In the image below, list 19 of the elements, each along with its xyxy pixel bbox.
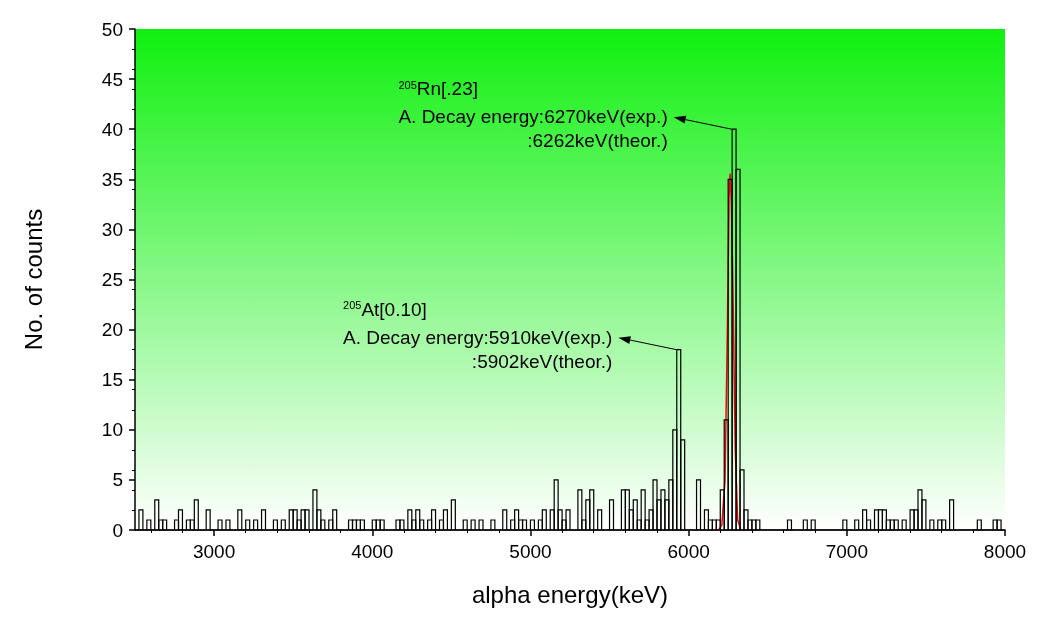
y-tick-label: 5 bbox=[112, 469, 123, 491]
x-tick-label: 8000 bbox=[983, 541, 1027, 562]
x-tick-label: 6000 bbox=[667, 541, 710, 562]
x-tick-label: 7000 bbox=[825, 541, 868, 562]
x-axis-title: alpha energy(keV) bbox=[471, 580, 669, 608]
y-tick-label: 10 bbox=[101, 419, 123, 441]
y-tick-label: 20 bbox=[101, 319, 123, 341]
y-tick-label: 0 bbox=[112, 519, 123, 541]
y-tick-label: 30 bbox=[101, 218, 123, 240]
y-tick-label: 50 bbox=[101, 18, 123, 40]
y-tick-label: 40 bbox=[101, 118, 123, 140]
y-tick-label: 45 bbox=[101, 68, 123, 90]
x-tick-label: 4000 bbox=[351, 541, 394, 562]
y-axis-title: No. of counts bbox=[19, 208, 47, 351]
x-tick-label: 5000 bbox=[509, 541, 552, 562]
x-tick-label: 3000 bbox=[192, 541, 236, 562]
y-tick-label: 25 bbox=[101, 269, 123, 290]
y-tick-label: 15 bbox=[101, 369, 123, 391]
y-tick-label: 35 bbox=[101, 168, 123, 190]
